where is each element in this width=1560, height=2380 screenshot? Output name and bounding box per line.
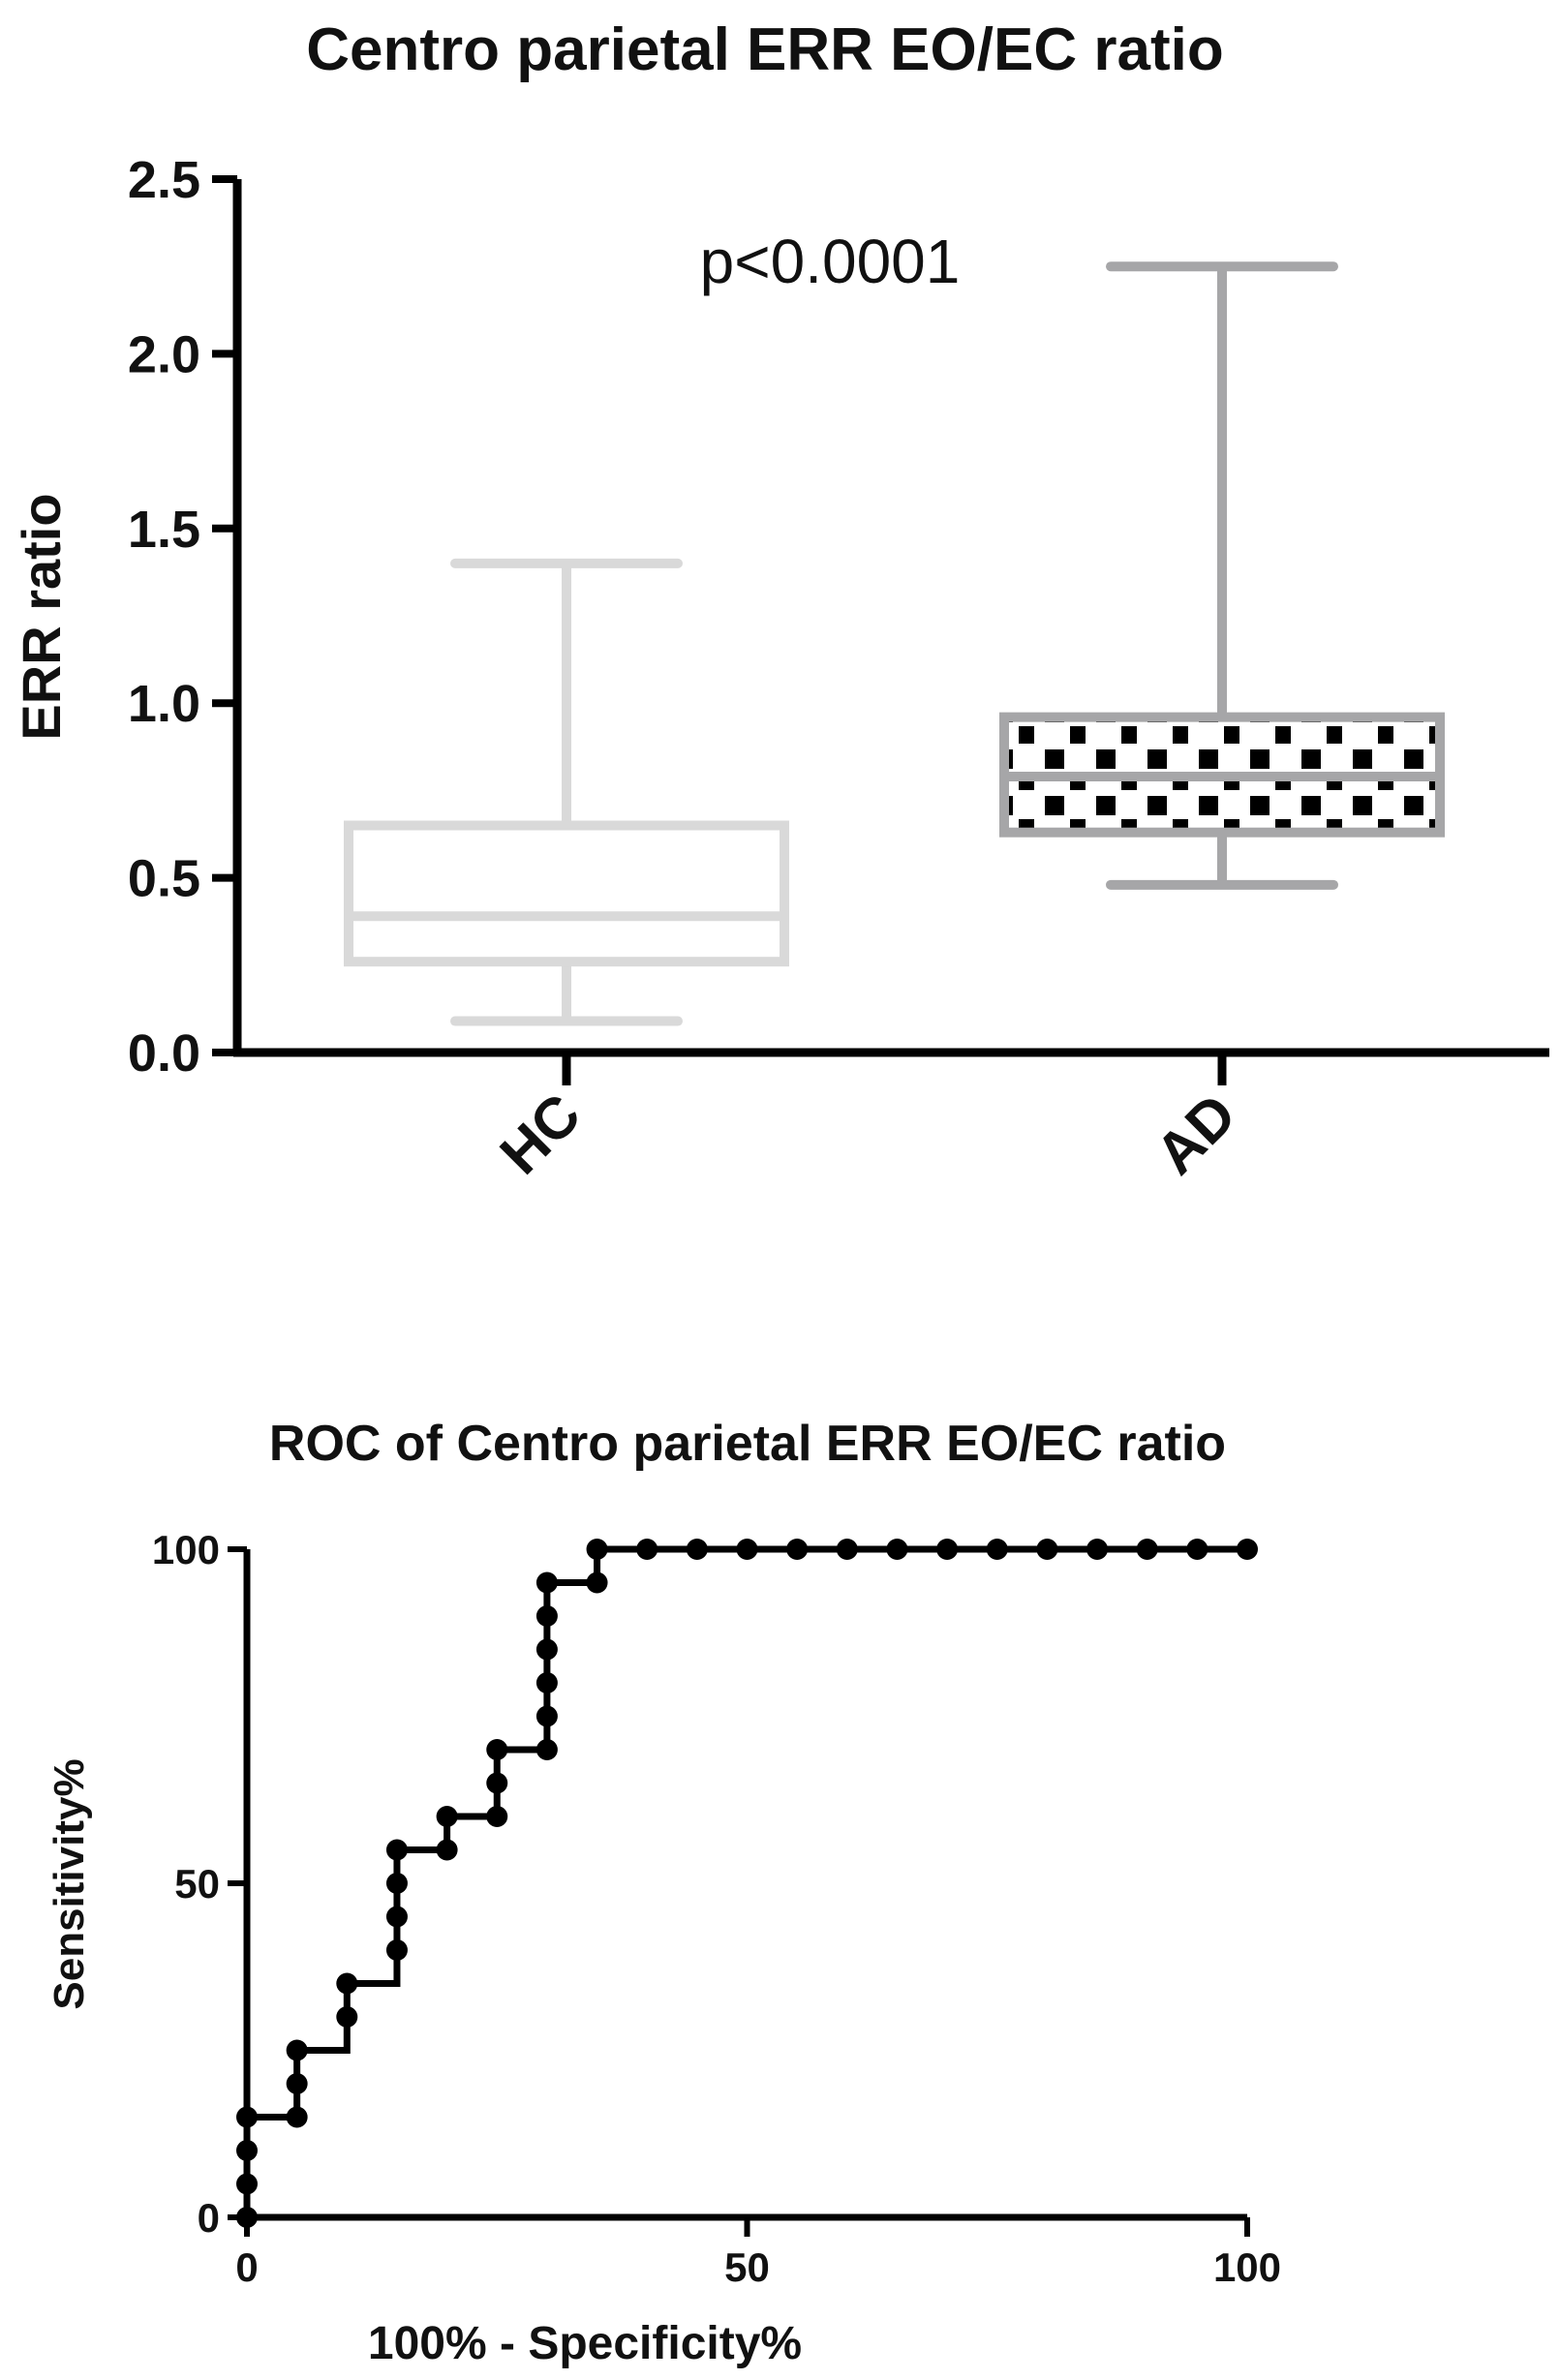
roc-point: [1136, 1539, 1158, 1560]
roc-point: [236, 2207, 258, 2228]
roc-point: [786, 1539, 809, 1560]
roc-point: [436, 1839, 458, 1861]
roc-chart-x-tick-label: 50: [724, 2244, 770, 2290]
roc-point: [636, 1539, 658, 1560]
roc-chart-x-tick-label: 100: [1213, 2244, 1281, 2290]
roc-point: [286, 2106, 308, 2128]
roc-point: [286, 2039, 308, 2061]
roc-chart-y-tick-label: 50: [174, 1861, 220, 1907]
box-chart-y-axis-label: ERR ratio: [11, 493, 72, 740]
roc-point: [385, 1839, 408, 1861]
roc-point: [236, 2140, 258, 2161]
roc-point: [535, 1705, 558, 1727]
roc-point: [486, 1739, 508, 1760]
box-iqr: [344, 820, 789, 967]
roc-point: [686, 1539, 708, 1560]
roc-point: [886, 1539, 908, 1560]
roc-point: [1036, 1539, 1058, 1560]
roc-chart-x-tick-label: 0: [235, 2244, 258, 2290]
roc-point: [986, 1539, 1008, 1560]
roc-point: [486, 1806, 508, 1827]
roc-point: [486, 1772, 508, 1794]
roc-chart-title: ROC of Centro parietal ERR EO/EC ratio: [269, 1416, 1226, 1472]
roc-chart-y-tick-label: 0: [198, 2195, 220, 2241]
box-chart-y-tick-label: 2.0: [128, 325, 200, 383]
box-chart-y-tick-label: 2.5: [128, 151, 200, 209]
box-chart-y-tick-label: 1.0: [128, 675, 200, 733]
box-chart-y-tick-label: 0.5: [128, 850, 200, 908]
roc-chart-x-axis-label: 100% - Specificity%: [368, 2318, 802, 2369]
box-chart-x-tick-label: AD: [1144, 1082, 1249, 1187]
roc-chart-plot-area: 0 50 100 0 50 100: [152, 1527, 1281, 2290]
roc-chart-y-tick-label: 100: [152, 1527, 220, 1572]
roc-point: [736, 1539, 758, 1560]
roc-chart: ROC of Centro parietal ERR EO/EC ratio S…: [46, 1416, 1281, 2369]
roc-chart-y-axis-label: Sensitivity%: [46, 1758, 93, 2009]
roc-point: [535, 1605, 558, 1627]
roc-point: [436, 1806, 458, 1827]
box-chart-y-tick-label: 1.5: [128, 501, 200, 559]
roc-point: [1237, 1539, 1258, 1560]
roc-point: [586, 1539, 608, 1560]
box-chart-title: Centro parietal ERR EO/EC ratio: [306, 16, 1223, 83]
roc-point: [385, 1906, 408, 1928]
roc-point: [236, 2106, 258, 2128]
roc-point: [535, 1638, 558, 1661]
roc-point: [535, 1739, 558, 1760]
box-chart-y-tick-label: 0.0: [128, 1024, 200, 1083]
roc-point: [336, 1972, 358, 1995]
roc-point: [236, 2173, 258, 2195]
roc-point: [1186, 1539, 1208, 1560]
p-value-annotation: p<0.0001: [700, 227, 961, 296]
roc-point: [535, 1571, 558, 1594]
roc-point: [385, 1873, 408, 1894]
roc-point: [336, 2006, 358, 2028]
roc-point: [936, 1539, 959, 1560]
box-chart-plot-area: 0.0 0.5 1.0 1.5 2.0 2.5 HC AD: [128, 151, 1549, 1186]
box-chart-x-tick-label: HC: [488, 1082, 594, 1187]
roc-point: [586, 1571, 608, 1594]
roc-point: [1086, 1539, 1109, 1560]
roc-point: [385, 1939, 408, 1961]
box-chart: Centro parietal ERR EO/EC ratio ERR rati…: [11, 16, 1549, 1186]
roc-point: [836, 1539, 858, 1560]
roc-point: [535, 1672, 558, 1693]
roc-point: [286, 2073, 308, 2094]
